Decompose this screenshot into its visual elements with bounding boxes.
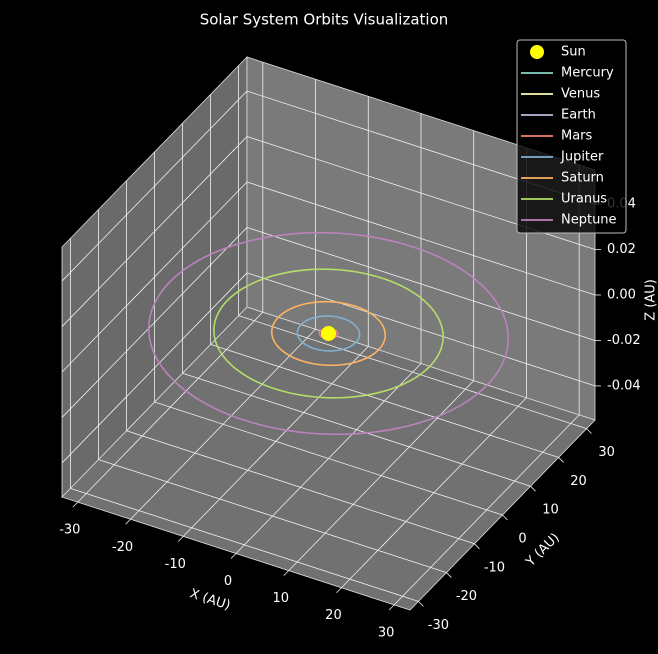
grid-line <box>61 136 248 327</box>
tick-mark <box>418 601 424 607</box>
orbit <box>213 268 444 399</box>
legend-label: Saturn <box>561 171 604 186</box>
legend-label: Neptune <box>561 213 617 228</box>
y-tick-label: -30 <box>428 618 449 633</box>
x-tick-label: -30 <box>59 523 80 538</box>
orbit <box>270 300 387 367</box>
x-tick-label: 0 <box>224 574 232 589</box>
legend-label: Mars <box>561 129 593 144</box>
tick-mark <box>446 572 452 578</box>
legend-box <box>516 39 627 234</box>
grid-line <box>246 272 596 387</box>
grid-line <box>126 430 475 545</box>
legend-label: Mercury <box>561 66 614 81</box>
grid-line <box>61 90 248 282</box>
z-tick-label: -0.02 <box>607 333 641 348</box>
grid-line <box>210 344 559 458</box>
orbit <box>147 231 510 436</box>
grid-line <box>61 272 248 464</box>
y-tick-label: 0 <box>518 532 526 547</box>
tick-mark <box>283 570 290 576</box>
z-axis-label: Z (AU) <box>644 279 658 321</box>
grid-line <box>98 459 447 573</box>
grid-line <box>246 227 596 341</box>
tick-mark <box>177 536 184 542</box>
tick-mark <box>530 485 536 492</box>
y-tick-label: 30 <box>598 445 615 460</box>
y-tick-label: 20 <box>570 474 587 489</box>
legend-label: Uranus <box>561 192 607 207</box>
grid-line <box>61 181 248 373</box>
x-tick-label: 20 <box>325 608 342 623</box>
x-tick-label: -20 <box>112 540 133 555</box>
legend-label: Jupiter <box>560 150 604 165</box>
chart-title: Solar System Orbits Visualization <box>200 11 449 29</box>
x-tick-label: 10 <box>272 591 289 606</box>
grid-line <box>70 487 419 602</box>
tick-mark <box>388 604 395 611</box>
tick-mark <box>474 543 480 550</box>
legend-marker <box>530 45 544 59</box>
tick-mark <box>230 553 237 559</box>
tick-mark <box>336 587 342 594</box>
y-tick-label: 10 <box>542 503 559 518</box>
x-tick-label: -10 <box>165 557 186 572</box>
legend-label: Earth <box>561 108 596 123</box>
grid-line <box>61 227 248 418</box>
z-tick-label: 0.02 <box>607 242 636 257</box>
x-tick-label: 30 <box>378 625 395 640</box>
tick-mark <box>502 514 508 521</box>
legend-label: Venus <box>561 87 600 102</box>
orbit <box>296 315 361 352</box>
y-tick-label: -10 <box>484 560 505 575</box>
tick-mark <box>586 428 592 434</box>
grid-line <box>238 315 587 430</box>
z-tick-label: -0.04 <box>607 378 641 393</box>
legend-label: Sun <box>561 45 586 60</box>
z-tick-label: 0.00 <box>607 288 636 303</box>
tick-mark <box>558 457 564 463</box>
grid-line <box>154 401 503 516</box>
grid-line <box>182 372 531 487</box>
y-tick-label: -20 <box>456 589 477 604</box>
tick-mark <box>125 518 131 525</box>
sun <box>321 326 336 341</box>
tick-mark <box>72 501 79 508</box>
grid-line <box>246 181 596 296</box>
